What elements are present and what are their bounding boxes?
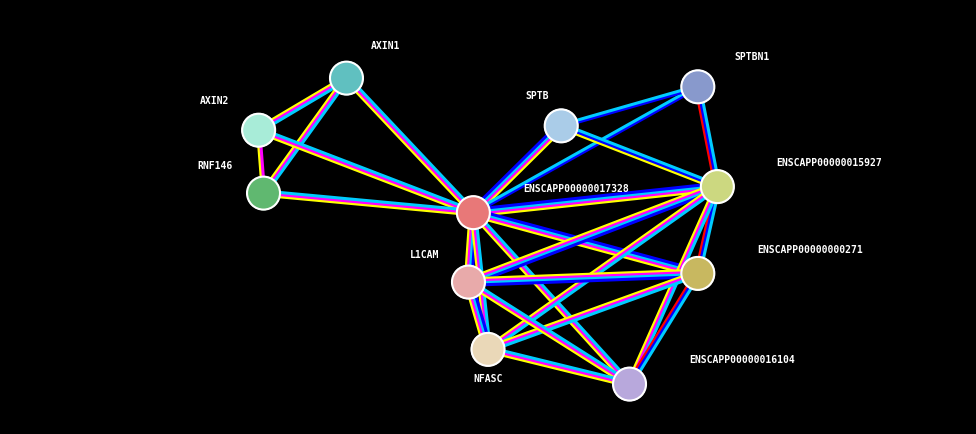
Ellipse shape	[701, 170, 734, 203]
Text: ENSCAPP00000016104: ENSCAPP00000016104	[689, 355, 794, 365]
Ellipse shape	[242, 114, 275, 147]
Text: ENSCAPP00000015927: ENSCAPP00000015927	[777, 158, 882, 168]
Ellipse shape	[681, 257, 714, 290]
Ellipse shape	[471, 333, 505, 366]
Text: AXIN2: AXIN2	[200, 95, 229, 106]
Text: NFASC: NFASC	[473, 374, 503, 384]
Text: ENSCAPP00000017328: ENSCAPP00000017328	[523, 184, 629, 194]
Ellipse shape	[330, 62, 363, 95]
Ellipse shape	[545, 109, 578, 142]
Text: RNF146: RNF146	[197, 161, 232, 171]
Text: SPTBN1: SPTBN1	[734, 52, 769, 62]
Text: L1CAM: L1CAM	[410, 250, 439, 260]
Ellipse shape	[452, 266, 485, 299]
Ellipse shape	[613, 368, 646, 401]
Ellipse shape	[247, 177, 280, 210]
Text: AXIN1: AXIN1	[371, 40, 400, 51]
Ellipse shape	[457, 196, 490, 229]
Text: ENSCAPP00000000271: ENSCAPP00000000271	[757, 244, 863, 255]
Text: SPTB: SPTB	[525, 91, 549, 102]
Ellipse shape	[681, 70, 714, 103]
